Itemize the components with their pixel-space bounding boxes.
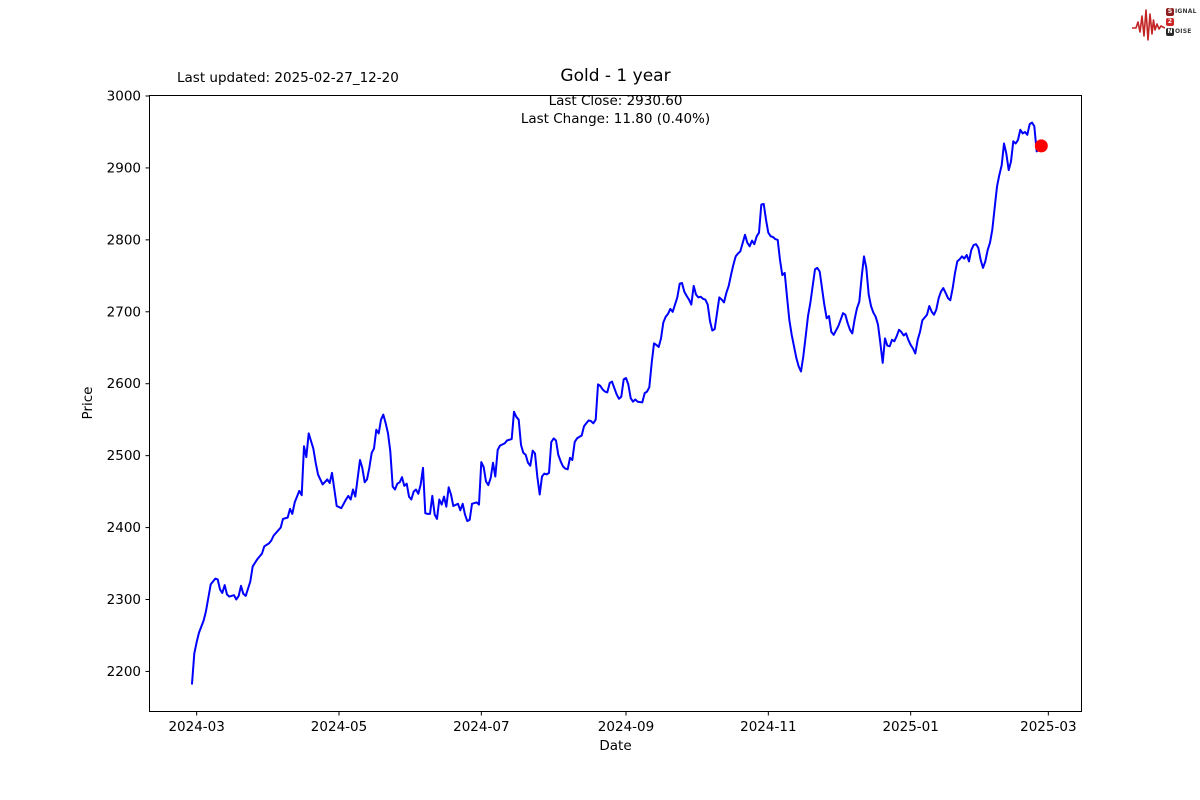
x-tick-label: 2025-03 — [1020, 719, 1076, 735]
gold-price-line — [191, 121, 1043, 685]
last-change-line: Last Change: 11.80 (0.40%) — [520, 111, 711, 127]
signal2noise-logo: S IGNAL 2 N OISE — [1132, 4, 1196, 46]
plot-border — [149, 95, 1082, 712]
logo-letter-s: S — [1166, 8, 1174, 16]
y-tick-label: 2800 — [107, 232, 141, 248]
last-close-line: Last Close: 2930.60 — [548, 93, 683, 109]
last-close-marker — [1034, 139, 1048, 153]
y-tick-label: 2700 — [107, 304, 141, 320]
waveform-icon — [1132, 9, 1165, 41]
y-tick-label: 2500 — [107, 448, 141, 464]
logo-letter-2: 2 — [1166, 18, 1174, 26]
x-tick-label: 2024-11 — [740, 719, 796, 735]
chart-title: Gold - 1 year — [560, 66, 671, 86]
last-close-annotation: Last Close: 2930.60 Last Change: 11.80 (… — [150, 92, 1081, 128]
logo-row-2: 2 — [1166, 18, 1197, 26]
logo-row-signal: S IGNAL — [1166, 8, 1197, 16]
x-tick-label: 2024-05 — [311, 719, 367, 735]
y-tick-label: 2900 — [107, 160, 141, 176]
y-axis-label: Price — [80, 386, 96, 420]
y-tick-label: 2600 — [107, 376, 141, 392]
y-tick-label: 3000 — [107, 89, 141, 105]
y-tick-label: 2200 — [107, 664, 141, 680]
logo-row-noise: N OISE — [1166, 28, 1197, 36]
x-tick-label: 2024-07 — [453, 719, 509, 735]
logo-rest-oise: OISE — [1175, 28, 1192, 35]
last-updated-text: Last updated: 2025-02-27_12-20 — [177, 70, 399, 86]
x-tick-label: 2024-09 — [598, 719, 654, 735]
y-tick-label: 2400 — [107, 520, 141, 536]
x-tick-label: 2024-03 — [168, 719, 224, 735]
y-tick-label: 2300 — [107, 592, 141, 608]
x-axis-label: Date — [599, 738, 632, 754]
logo-letter-n: N — [1166, 28, 1174, 36]
logo-text: S IGNAL 2 N OISE — [1166, 8, 1197, 38]
x-tick-label: 2025-01 — [882, 719, 938, 735]
logo-rest-ignal: IGNAL — [1175, 8, 1197, 15]
